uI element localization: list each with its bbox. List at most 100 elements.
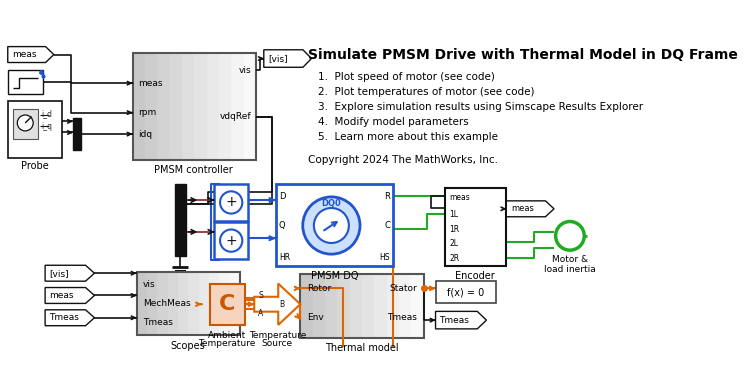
Text: HR: HR — [279, 253, 290, 262]
Text: Tmeas: Tmeas — [439, 316, 469, 324]
Text: Ambient: Ambient — [208, 331, 246, 340]
Bar — [215, 184, 248, 221]
Text: f(x) = 0: f(x) = 0 — [447, 287, 484, 297]
Text: A: A — [258, 309, 263, 318]
Text: 4.  Modify model parameters: 4. Modify model parameters — [318, 117, 468, 127]
Text: Scopes: Scopes — [171, 340, 206, 351]
Bar — [209, 271, 219, 335]
Text: 1L: 1L — [449, 210, 458, 219]
Polygon shape — [264, 50, 312, 67]
Bar — [175, 184, 186, 256]
Text: 1R: 1R — [449, 225, 460, 234]
Bar — [7, 101, 62, 158]
Bar — [168, 271, 178, 335]
Bar — [7, 71, 43, 94]
Bar — [157, 271, 168, 335]
Bar — [325, 274, 338, 338]
Text: [vis]: [vis] — [269, 54, 288, 63]
Text: Copyright 2024 The MathWorks, Inc.: Copyright 2024 The MathWorks, Inc. — [307, 155, 498, 165]
Text: meas: meas — [449, 193, 470, 202]
Text: B: B — [280, 300, 285, 309]
Polygon shape — [45, 287, 95, 303]
Text: Tmeas: Tmeas — [387, 313, 417, 322]
Text: Q: Q — [279, 221, 286, 230]
Text: 2R: 2R — [449, 254, 460, 262]
Text: MechMeas: MechMeas — [143, 299, 190, 308]
Bar — [73, 118, 81, 150]
Polygon shape — [45, 265, 95, 281]
Bar — [374, 274, 387, 338]
Bar — [399, 274, 412, 338]
Text: idq: idq — [138, 129, 152, 138]
Bar — [215, 222, 248, 259]
Text: Temperature: Temperature — [248, 331, 306, 340]
Text: +: + — [225, 234, 237, 248]
Bar — [219, 271, 230, 335]
Text: [vis]: [vis] — [49, 269, 69, 278]
Bar — [169, 53, 182, 160]
Text: Simulate PMSM Drive with Thermal Model in DQ Frame: Simulate PMSM Drive with Thermal Model i… — [307, 48, 737, 62]
Circle shape — [220, 229, 242, 252]
Bar — [198, 271, 210, 335]
Bar — [178, 271, 189, 335]
Text: 3.  Explore simulation results using Simscape Results Explorer: 3. Explore simulation results using Sims… — [318, 102, 643, 112]
Polygon shape — [7, 46, 54, 62]
Text: C: C — [219, 294, 236, 314]
Bar — [194, 53, 207, 160]
Text: C: C — [384, 221, 390, 230]
Bar — [147, 271, 157, 335]
Bar — [230, 271, 240, 335]
Text: meas: meas — [138, 79, 163, 88]
Bar — [219, 53, 231, 160]
Text: 5.  Learn more about this example: 5. Learn more about this example — [318, 132, 498, 142]
Bar — [137, 271, 147, 335]
Text: D: D — [279, 191, 286, 200]
Text: 1.  Plot speed of motor (see code): 1. Plot speed of motor (see code) — [318, 72, 495, 82]
Bar — [362, 274, 374, 338]
Bar — [145, 53, 157, 160]
Text: meas: meas — [511, 204, 534, 213]
Text: 2.  Plot temperatures of motor (see code): 2. Plot temperatures of motor (see code) — [318, 87, 534, 97]
Bar — [337, 274, 350, 338]
Text: Tmeas: Tmeas — [49, 313, 79, 322]
Bar — [276, 184, 393, 266]
Text: Encoder: Encoder — [455, 271, 495, 281]
Polygon shape — [507, 201, 554, 217]
Bar — [231, 53, 244, 160]
Bar — [133, 53, 256, 160]
Bar — [411, 274, 424, 338]
Circle shape — [220, 191, 242, 214]
Bar — [133, 53, 145, 160]
Text: vdqRef: vdqRef — [219, 112, 251, 121]
Circle shape — [17, 115, 33, 131]
Text: meas: meas — [49, 291, 74, 300]
Bar — [210, 284, 245, 325]
Bar — [350, 274, 363, 338]
Polygon shape — [45, 310, 95, 326]
Polygon shape — [436, 311, 486, 329]
Bar — [188, 271, 199, 335]
Circle shape — [303, 197, 360, 254]
Polygon shape — [254, 284, 301, 325]
Bar — [137, 271, 240, 335]
Text: vis: vis — [239, 66, 251, 75]
Text: vis: vis — [143, 280, 156, 289]
Text: Motor &: Motor & — [552, 255, 588, 264]
Text: Stator: Stator — [389, 284, 417, 293]
Bar — [157, 53, 170, 160]
Bar — [436, 281, 496, 303]
Text: meas: meas — [12, 50, 37, 59]
Bar — [313, 274, 325, 338]
Text: rpm: rpm — [138, 108, 157, 117]
Bar — [386, 274, 399, 338]
Bar — [301, 274, 313, 338]
Text: i_d: i_d — [41, 109, 52, 118]
Bar — [13, 109, 38, 139]
Text: Source: Source — [262, 339, 293, 349]
Bar — [301, 274, 424, 338]
Text: DQ0: DQ0 — [322, 199, 341, 208]
Text: i_q: i_q — [41, 122, 52, 131]
Circle shape — [314, 208, 349, 243]
Bar — [243, 53, 256, 160]
Text: load inertia: load inertia — [544, 265, 596, 274]
